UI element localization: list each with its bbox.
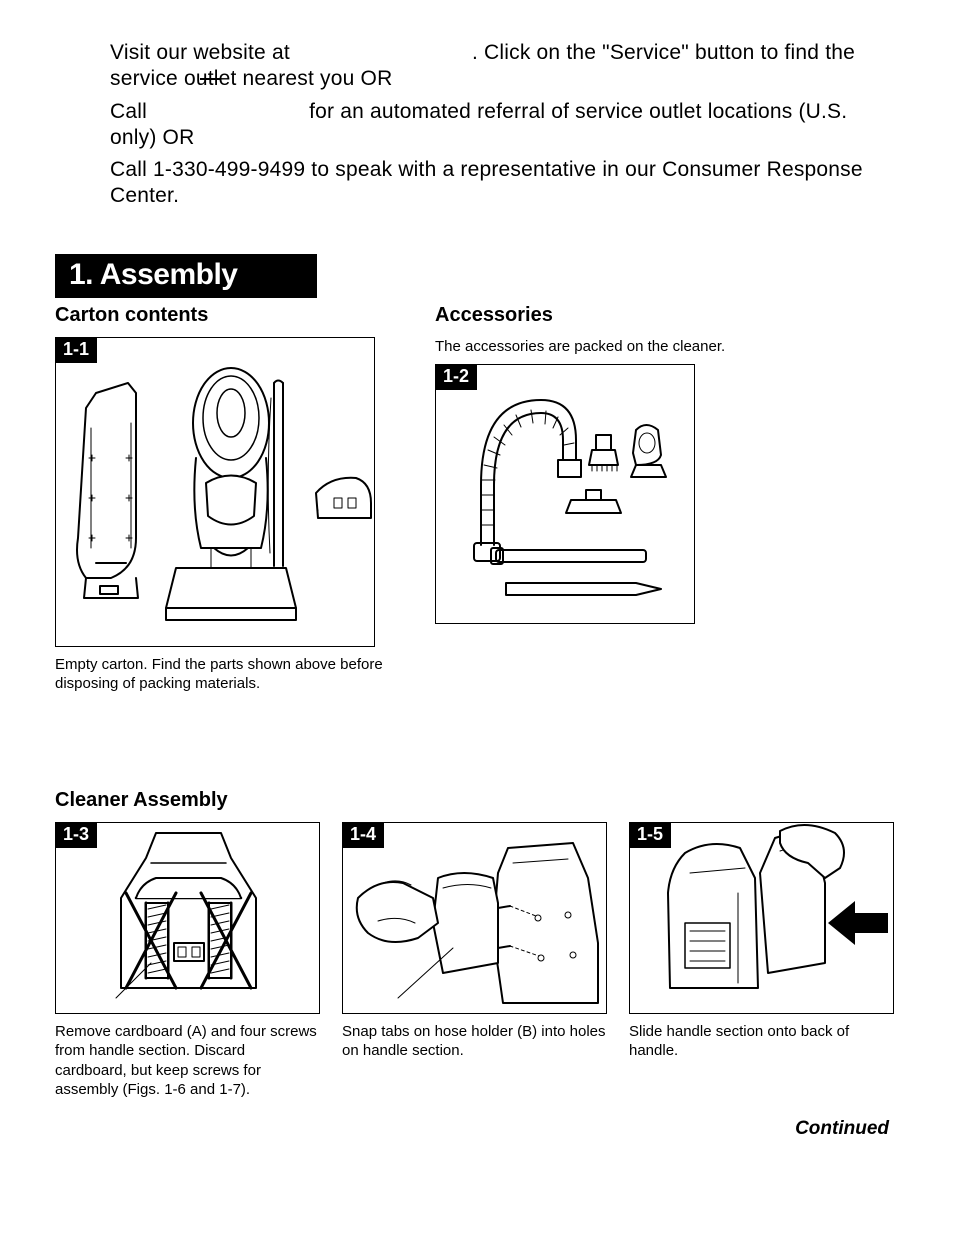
cleaner-heading: Cleaner Assembly bbox=[55, 789, 899, 812]
fig-1-5-caption: Slide handle section onto back of handle… bbox=[629, 1022, 894, 1061]
intro-2a: Call bbox=[110, 100, 153, 123]
intro-line-2: Call for an automated referral of servic… bbox=[110, 99, 869, 152]
intro-block: Visit our website at . Click on the "Ser… bbox=[110, 40, 869, 210]
intro-2b: for an automated referral of service out… bbox=[110, 100, 847, 149]
fig-1-4: 1-4 bbox=[342, 822, 607, 1014]
fig-1-1-caption: Empty carton. Find the parts shown above… bbox=[55, 655, 395, 694]
step-1-5: 1-5 bbox=[629, 822, 894, 1100]
fig-1-5-label: 1-5 bbox=[629, 822, 671, 848]
rule-line bbox=[200, 78, 220, 80]
intro-1a: Visit our website at bbox=[110, 41, 296, 64]
assembly-section-bar: 1. Assembly bbox=[55, 254, 317, 298]
fig-1-2: 1-2 bbox=[435, 364, 695, 624]
row-carton-accessories: Carton contents 1-1 bbox=[55, 304, 899, 694]
accessories-heading: Accessories bbox=[435, 304, 735, 327]
carton-heading: Carton contents bbox=[55, 304, 395, 327]
accessories-col: Accessories The accessories are packed o… bbox=[435, 304, 735, 694]
cleaner-steps-row: 1-3 bbox=[55, 822, 899, 1100]
fig-1-4-label: 1-4 bbox=[342, 822, 384, 848]
fig-1-1-label: 1-1 bbox=[55, 337, 97, 363]
fig-1-2-label: 1-2 bbox=[435, 364, 477, 390]
fig-1-4-caption: Snap tabs on hose holder (B) into holes … bbox=[342, 1022, 607, 1061]
fig-1-5: 1-5 bbox=[629, 822, 894, 1014]
step-1-4: 1-4 bbox=[342, 822, 607, 1100]
fig-1-1: 1-1 bbox=[55, 337, 375, 647]
assembly-title: 1. Assembly bbox=[69, 258, 237, 291]
continued-label: Continued bbox=[55, 1118, 889, 1140]
fig-1-3-caption: Remove cardboard (A) and four screws fro… bbox=[55, 1022, 320, 1100]
fig-1-5-illustration bbox=[630, 823, 895, 1015]
fig-1-3-label: 1-3 bbox=[55, 822, 97, 848]
fig-1-3: 1-3 bbox=[55, 822, 320, 1014]
accessories-pre-caption: The accessories are packed on the cleane… bbox=[435, 337, 735, 357]
fig-1-2-illustration bbox=[436, 365, 696, 625]
intro-line-3: Call 1-330-499-9499 to speak with a repr… bbox=[110, 157, 869, 210]
fig-1-4-illustration bbox=[343, 823, 608, 1015]
cleaner-assembly-block: Cleaner Assembly 1-3 bbox=[55, 789, 899, 1140]
fig-1-1-illustration bbox=[56, 338, 376, 648]
intro-line-1: Visit our website at . Click on the "Ser… bbox=[110, 40, 869, 93]
fig-1-3-illustration bbox=[56, 823, 321, 1015]
carton-col: Carton contents 1-1 bbox=[55, 304, 395, 694]
step-1-3: 1-3 bbox=[55, 822, 320, 1100]
